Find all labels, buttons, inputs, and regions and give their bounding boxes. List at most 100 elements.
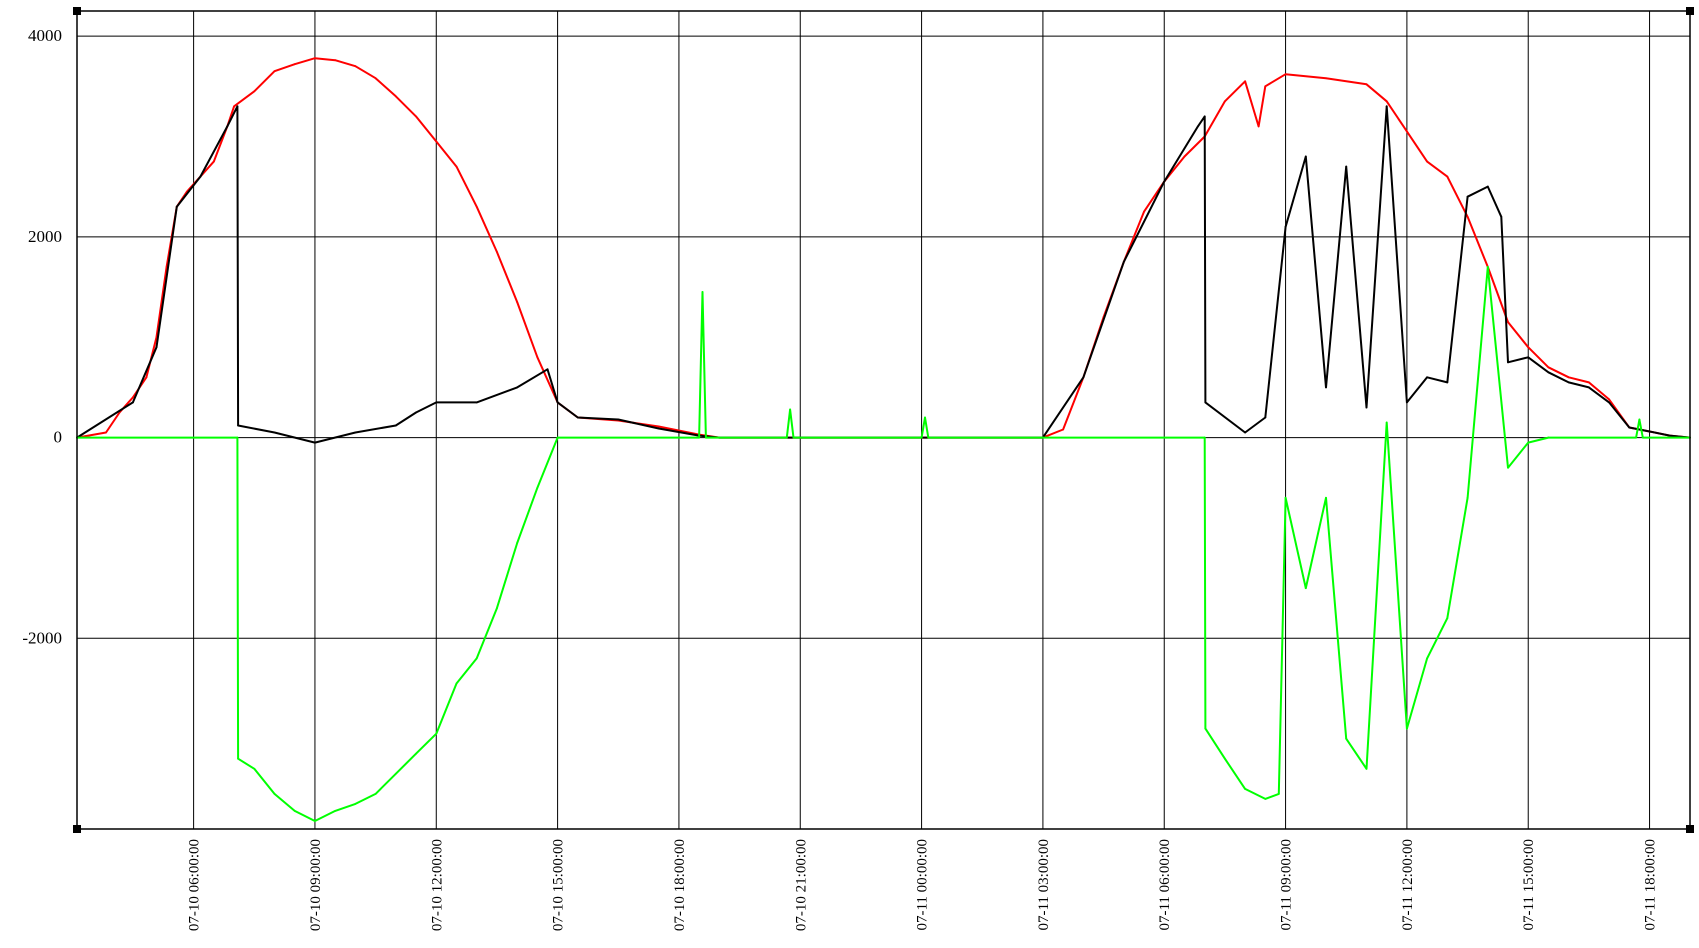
- series-3-point: [1204, 727, 1207, 730]
- x-tick-label: 07-10 18:00:00: [672, 839, 688, 931]
- series-2-point: [1325, 386, 1327, 389]
- series-3-point: [924, 416, 926, 419]
- series-1-point: [1527, 346, 1530, 349]
- series-1-point: [394, 95, 397, 98]
- series-3-point: [1466, 496, 1469, 499]
- series-2-point: [1122, 261, 1125, 263]
- series-3-point: [455, 682, 458, 685]
- series-2-point: [394, 424, 397, 427]
- series-2-point: [155, 346, 158, 349]
- series-2-point: [199, 175, 202, 178]
- series-2-point: [617, 418, 620, 421]
- series-2-point: [1163, 180, 1166, 183]
- series-1-point: [1257, 125, 1260, 128]
- series-3-point: [792, 436, 795, 439]
- series-2-point: [1304, 155, 1307, 158]
- series-3-point: [374, 792, 377, 795]
- series-1-point: [1608, 398, 1611, 401]
- series-2-point: [1082, 376, 1085, 379]
- series-2-point: [1426, 376, 1429, 379]
- series-2-point: [1244, 431, 1247, 434]
- series-1-point: [1325, 77, 1327, 80]
- series-3-point: [394, 772, 397, 775]
- series-3-point: [1385, 421, 1388, 424]
- series-3-point: [704, 436, 707, 439]
- series-2-point: [1197, 125, 1199, 128]
- y-tick-label: -2000: [22, 628, 62, 647]
- series-3-point: [1426, 657, 1429, 660]
- series-1-point: [132, 396, 134, 399]
- series-3-point: [273, 792, 276, 795]
- series-1-point: [1183, 155, 1186, 158]
- series-3-point: [314, 820, 316, 822]
- series-1-point: [374, 77, 377, 80]
- series-1-point: [536, 356, 539, 359]
- series-2-point: [556, 401, 559, 404]
- series-1-point: [354, 65, 357, 68]
- series-2-point: [1628, 426, 1631, 429]
- series-3-point: [1304, 587, 1307, 590]
- x-tick-label: 07-10 09:00:00: [308, 839, 324, 931]
- series-2-point: [314, 441, 316, 444]
- series-1-point: [1446, 175, 1449, 178]
- series-3-point: [1527, 441, 1530, 444]
- series-3-point: [1486, 266, 1489, 268]
- series-1-point: [1244, 80, 1247, 83]
- x-tick-label: 07-11 06:00:00: [1157, 839, 1173, 931]
- series-3-point: [334, 810, 337, 812]
- series-2-point: [1547, 371, 1550, 374]
- series-2-point: [175, 205, 178, 208]
- series-2-point: [1486, 185, 1489, 188]
- series-3-point: [1446, 617, 1449, 620]
- series-2-point: [237, 424, 239, 427]
- series-1-point: [1143, 210, 1145, 213]
- series-1-point: [1385, 100, 1388, 103]
- series-2-point: [1203, 115, 1206, 118]
- series-3-point: [789, 408, 792, 411]
- series-2-point: [1405, 401, 1408, 404]
- series-3-point: [1507, 466, 1509, 469]
- series-1-point: [435, 140, 438, 143]
- series-3-point: [415, 752, 417, 755]
- series-3-point: [1244, 787, 1247, 790]
- series-1-point: [334, 59, 337, 62]
- series-1-point: [496, 250, 498, 253]
- series-3-point: [1365, 767, 1368, 770]
- series-1-point: [455, 165, 458, 168]
- series-2-point: [1204, 401, 1207, 404]
- series-2-point: [1567, 381, 1570, 384]
- y-axis-tick-labels: 4000 2000 0 -2000: [22, 26, 62, 647]
- y-tick-label: 0: [54, 428, 63, 447]
- series-1-point: [1507, 321, 1509, 324]
- series-2-point: [1500, 215, 1503, 218]
- series-3-point: [237, 757, 239, 760]
- x-tick-label: 07-11 18:00:00: [1643, 839, 1659, 931]
- series-3-point: [920, 436, 923, 439]
- series-3-point: [236, 436, 239, 439]
- series-2-point: [1507, 361, 1509, 364]
- series-3-point: [293, 810, 296, 812]
- series-3-point: [1345, 737, 1348, 740]
- series-1-point: [253, 90, 256, 93]
- series-3-point: [1405, 727, 1408, 730]
- series-2-point: [516, 386, 519, 389]
- series-2-point: [1365, 406, 1368, 409]
- series-1-point: [314, 57, 316, 60]
- series-3-point: [698, 436, 701, 439]
- x-tick-label: 07-11 00:00:00: [915, 839, 931, 931]
- frame-corner-handle: [73, 7, 81, 15]
- series-1-point: [145, 376, 148, 379]
- series-2-point: [435, 401, 438, 404]
- series-2-point: [576, 416, 579, 419]
- frame-corner-handle: [73, 825, 81, 833]
- series-1-point: [212, 160, 215, 163]
- x-tick-label: 07-11 12:00:00: [1400, 839, 1416, 931]
- series-3-point: [1547, 436, 1550, 439]
- series-1-point: [475, 205, 478, 208]
- x-tick-label: 07-10 12:00:00: [429, 839, 445, 931]
- x-tick-label: 07-11 09:00:00: [1279, 839, 1295, 931]
- series-1-point: [1426, 160, 1429, 163]
- series-3-point: [927, 436, 930, 439]
- series-2-point: [226, 125, 229, 128]
- series-3-point: [1635, 436, 1637, 439]
